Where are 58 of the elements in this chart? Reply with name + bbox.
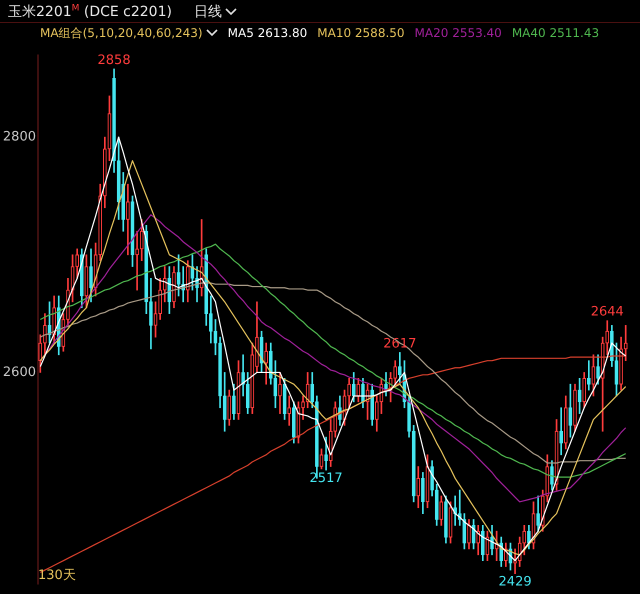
candlestick xyxy=(586,360,591,390)
candlestick xyxy=(421,472,425,514)
candlestick xyxy=(218,336,222,408)
candlestick xyxy=(172,266,176,308)
candlestick xyxy=(287,396,292,426)
annotation: 2858 xyxy=(98,52,131,68)
candlestick xyxy=(264,342,268,385)
candlestick xyxy=(564,396,568,450)
candlestick xyxy=(236,360,240,420)
candlestick xyxy=(554,419,558,490)
candlestick xyxy=(282,378,286,420)
annotation: 2517 xyxy=(310,470,343,486)
y-tick-label: 2600 xyxy=(2,364,36,380)
candlestick xyxy=(592,354,596,396)
text: MA5 2613.80 xyxy=(228,26,308,40)
candlestick xyxy=(624,325,628,362)
legend-title: MA组合(5,10,20,40,60,243) xyxy=(40,24,204,42)
text: MA20 2553.40 xyxy=(414,26,502,40)
candlestick xyxy=(522,525,526,556)
candlestick xyxy=(559,407,563,456)
candlestick xyxy=(75,248,80,279)
candlestick xyxy=(448,502,452,544)
text: MA40 2511.43 xyxy=(512,26,600,40)
candlestick xyxy=(278,372,282,414)
candlestick xyxy=(467,519,471,550)
candlestick xyxy=(260,330,264,373)
candlestick xyxy=(550,460,554,490)
candlestick xyxy=(246,372,250,414)
candlestick xyxy=(416,466,420,508)
chart-title: 玉米2201$^{M}$ (DCE c2201) xyxy=(8,3,172,21)
candlestick xyxy=(439,496,444,526)
candlestick xyxy=(324,436,328,470)
candlestick xyxy=(296,402,300,444)
chart-subtitle: 日线 xyxy=(194,3,223,21)
candlestick xyxy=(444,496,448,544)
candlestick xyxy=(347,378,351,408)
annotation: 2429 xyxy=(498,574,532,590)
text: MA10 2588.50 xyxy=(317,26,405,40)
candlestick xyxy=(292,402,296,444)
candlestick xyxy=(573,384,577,432)
candlestick xyxy=(434,484,439,526)
candlestick xyxy=(356,378,360,402)
candlestick xyxy=(426,454,430,508)
candlestick xyxy=(38,334,42,373)
candlestick xyxy=(582,372,586,408)
candlestick xyxy=(232,384,236,420)
candlestick xyxy=(70,254,74,302)
candlestick xyxy=(135,230,139,290)
candlestick xyxy=(126,184,130,256)
candlestick xyxy=(605,320,610,356)
candlestick xyxy=(130,196,134,267)
candlestick xyxy=(320,448,324,470)
annotation: 2644 xyxy=(590,304,624,320)
annotation: 130天 xyxy=(38,568,76,584)
candlestick xyxy=(108,96,112,162)
candlestick xyxy=(84,254,88,308)
candlestick xyxy=(227,390,232,426)
y-tick-label: 2800 xyxy=(2,130,36,145)
